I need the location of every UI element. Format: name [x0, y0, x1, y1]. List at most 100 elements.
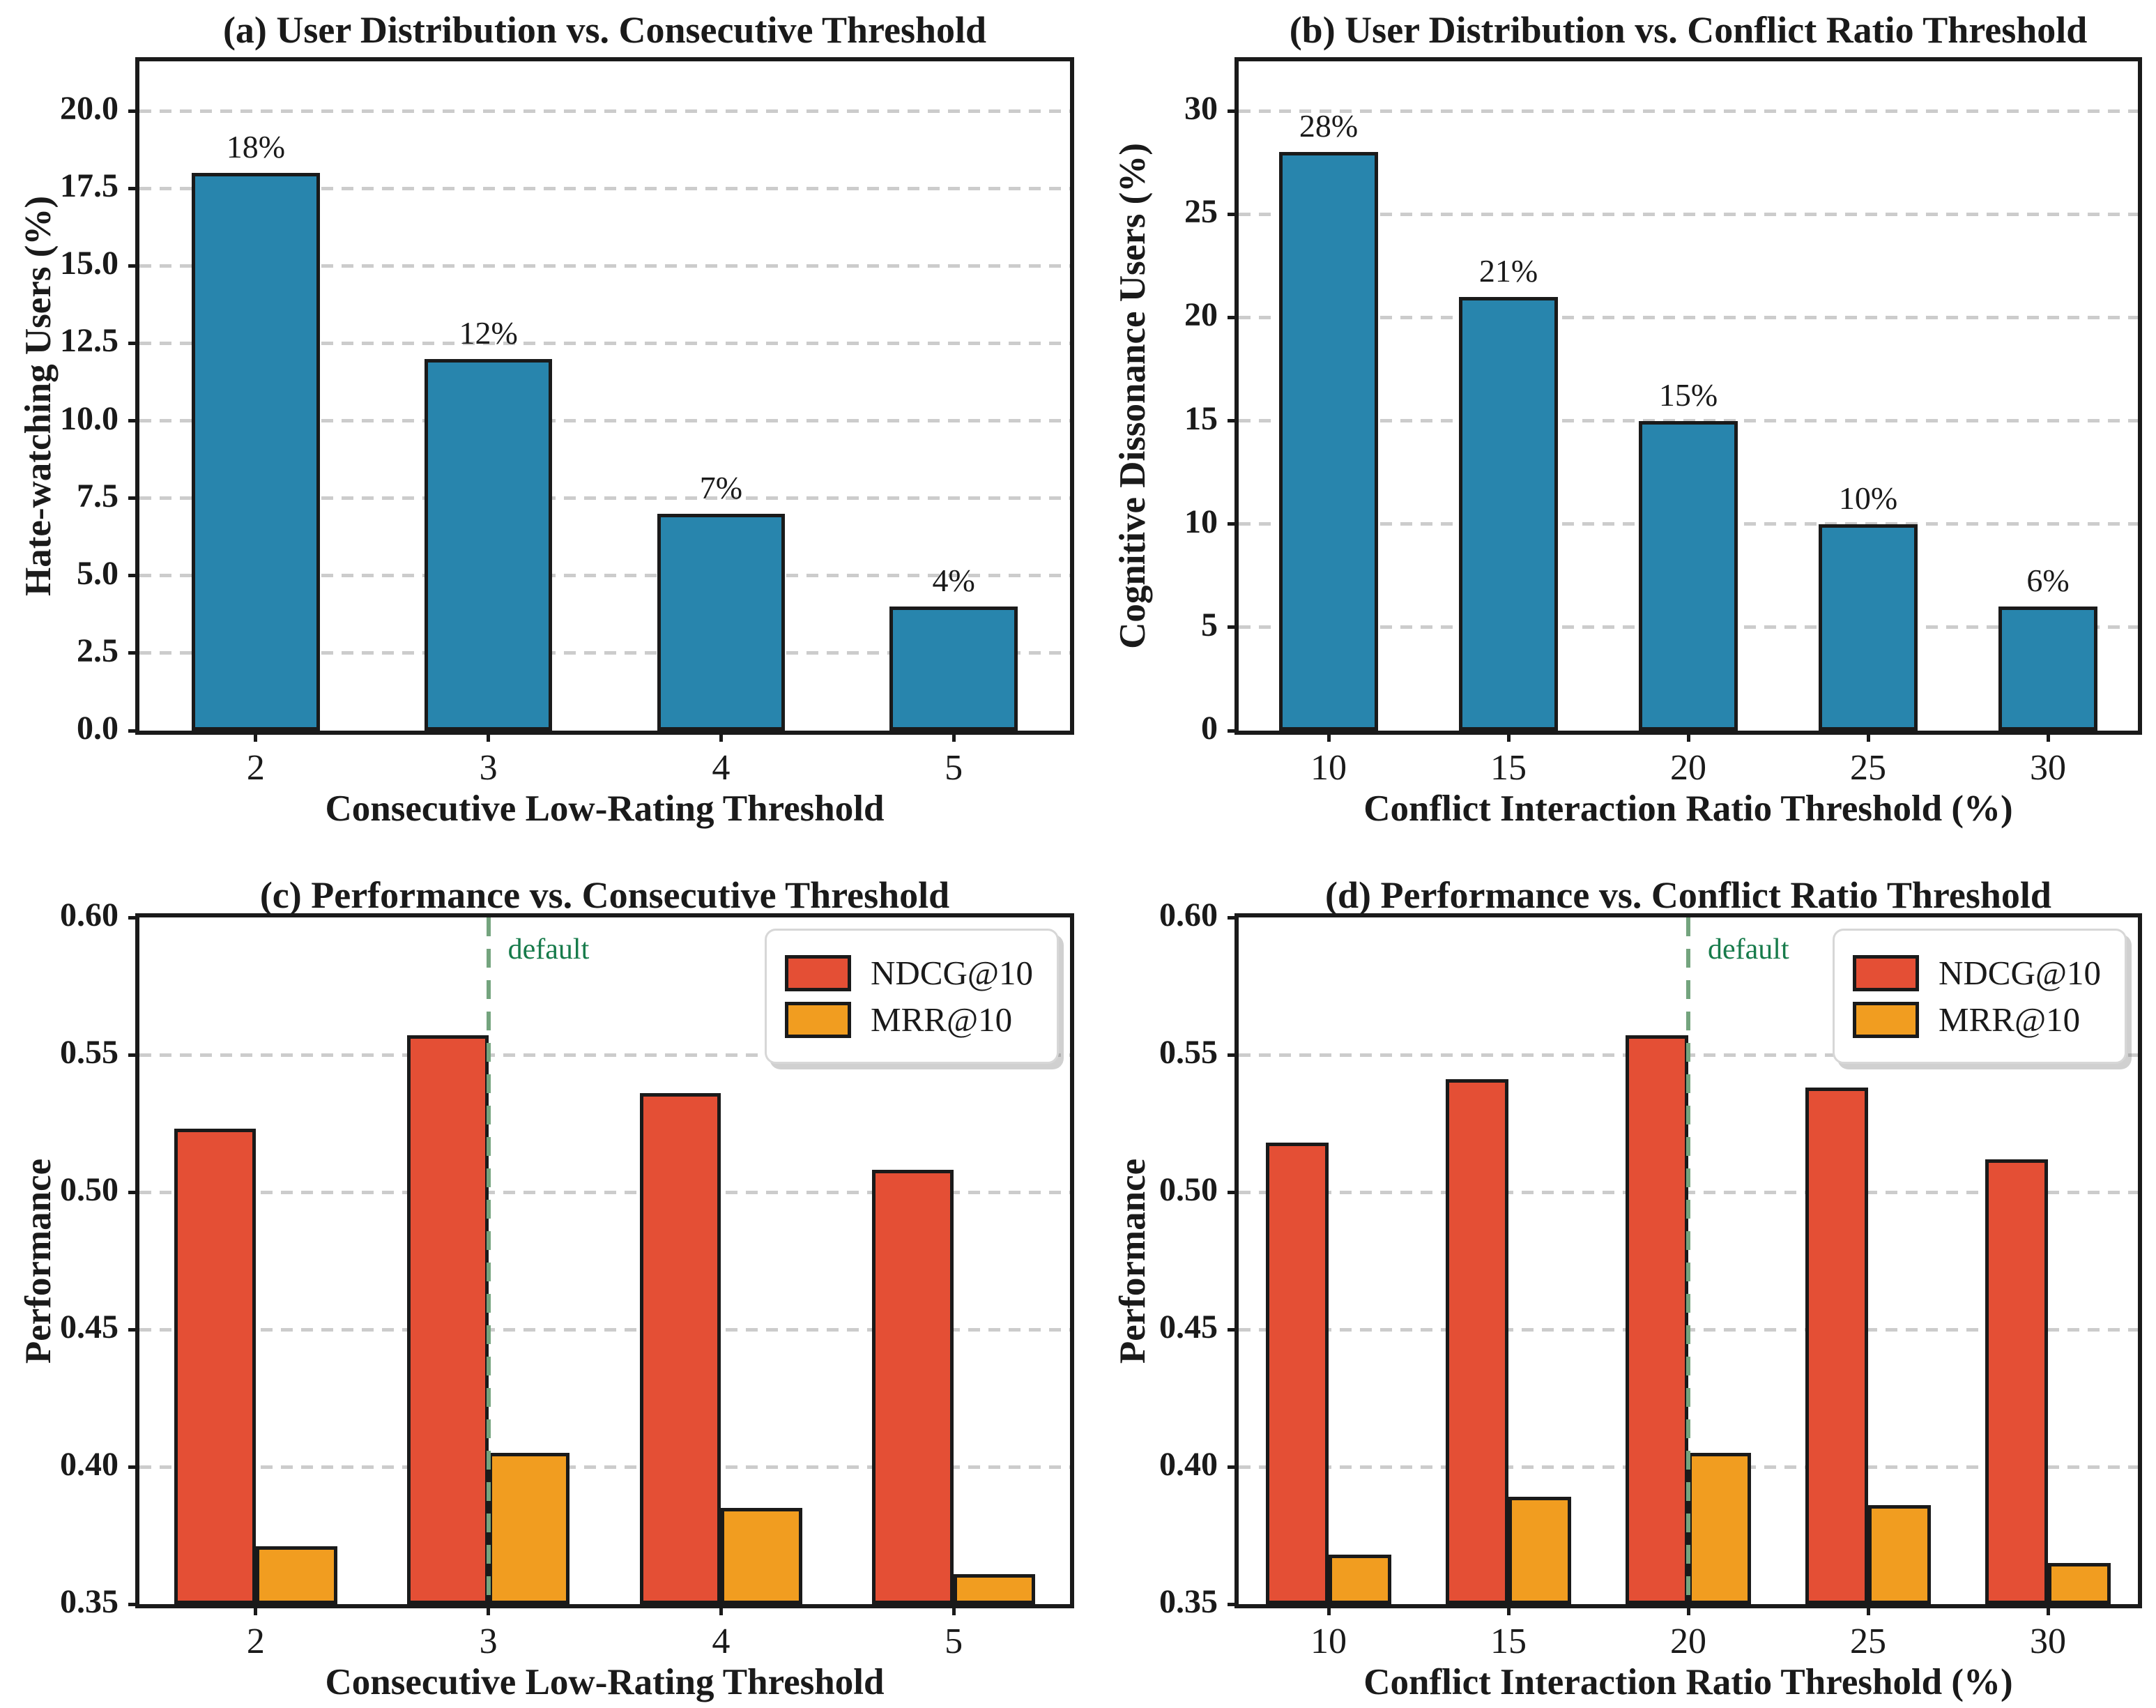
- legend-row: MRR@10: [1853, 1000, 2101, 1039]
- default-line-label: default: [507, 933, 590, 966]
- y-tick-mark: [128, 109, 139, 113]
- x-tick-mark: [1866, 1604, 1870, 1615]
- x-tick-mark: [1866, 731, 1870, 742]
- y-tick-mark: [1228, 1465, 1239, 1469]
- x-tick-label: 20: [1670, 748, 1706, 788]
- y-tick-label: 0.40: [60, 1446, 118, 1483]
- panel-c-title: (c) Performance vs. Consecutive Threshol…: [259, 874, 950, 916]
- y-tick-mark: [1228, 1190, 1239, 1194]
- bar-2: [192, 173, 320, 731]
- y-tick-mark: [128, 1327, 139, 1332]
- y-gridline: [139, 496, 1070, 501]
- panel-a-x-axis-label: Consecutive Low-Rating Threshold: [325, 788, 885, 829]
- y-gridline: [139, 1327, 1070, 1332]
- y-tick-label: 0.45: [1159, 1309, 1218, 1345]
- bar-NDCG@10-4: [639, 1093, 721, 1604]
- panel-a-plot-area: [139, 61, 1070, 731]
- x-tick-label: 10: [1310, 1622, 1347, 1661]
- y-tick-mark: [1228, 522, 1239, 526]
- legend-row: NDCG@10: [1853, 953, 2101, 993]
- bar-30: [1998, 607, 2097, 731]
- axes-frame: [135, 913, 1074, 1608]
- bar-MRR@10-25: [1868, 1505, 1932, 1604]
- y-tick-mark: [128, 496, 139, 501]
- y-gridline: [139, 1053, 1070, 1057]
- y-tick-label: 0: [1201, 710, 1218, 747]
- y-tick-mark: [128, 729, 139, 733]
- panel-a-user-dist-consecutive: (a) User Distribution vs. Consecutive Th…: [0, 0, 1078, 854]
- y-tick-label: 0.50: [1159, 1171, 1218, 1208]
- y-tick-label: 15: [1184, 399, 1218, 437]
- panel-c-x-axis-label: Consecutive Low-Rating Threshold: [325, 1662, 885, 1702]
- legend-label-MRR@10: MRR@10: [1939, 1000, 2081, 1039]
- x-tick-label: 15: [1490, 1622, 1527, 1661]
- y-tick-label: 0.40: [1159, 1446, 1218, 1483]
- bar-value-label: 28%: [1299, 108, 1359, 144]
- y-tick-label: 30: [1184, 90, 1218, 128]
- panel-c-performance-consecutive: (c) Performance vs. Consecutive Threshol…: [0, 854, 1078, 1708]
- y-tick-label: 15.0: [60, 245, 118, 282]
- x-tick-mark: [719, 1604, 723, 1615]
- x-tick-label: 4: [712, 748, 731, 788]
- y-tick-label: 20.0: [60, 90, 118, 128]
- y-tick-label: 20: [1184, 296, 1218, 334]
- panel-b-plot-area: [1239, 61, 2138, 731]
- y-tick-label: 0.35: [1159, 1583, 1218, 1620]
- x-tick-mark: [1327, 731, 1331, 742]
- y-gridline: [1239, 315, 2138, 319]
- bar-3: [424, 358, 553, 731]
- default-threshold-line: [486, 917, 491, 1604]
- panel-b-user-dist-conflict: (b) User Distribution vs. Conflict Ratio…: [1078, 0, 2156, 854]
- bar-NDCG@10-25: [1805, 1088, 1868, 1604]
- y-tick-mark: [128, 651, 139, 655]
- panel-d-performance-conflict: (d) Performance vs. Conflict Ratio Thres…: [1078, 854, 2156, 1708]
- x-tick-mark: [951, 1604, 956, 1615]
- legend-label-NDCG@10: NDCG@10: [871, 954, 1033, 992]
- bar-20: [1639, 420, 1738, 731]
- y-tick-mark: [1228, 109, 1239, 113]
- x-tick-mark: [487, 1604, 491, 1615]
- x-tick-label: 4: [712, 1622, 731, 1661]
- x-tick-mark: [1506, 1604, 1511, 1615]
- legend-swatch-NDCG@10: [1853, 954, 1920, 991]
- bar-value-label: 7%: [699, 469, 743, 505]
- x-tick-label: 10: [1310, 748, 1347, 788]
- bar-MRR@10-10: [1329, 1555, 1392, 1604]
- bar-MRR@10-2: [255, 1546, 337, 1604]
- x-tick-mark: [951, 731, 956, 742]
- bar-MRR@10-4: [721, 1508, 803, 1604]
- x-tick-mark: [254, 1604, 258, 1615]
- y-tick-mark: [128, 1602, 139, 1606]
- y-tick-mark: [1228, 729, 1239, 733]
- y-gridline: [139, 419, 1070, 423]
- y-tick-mark: [128, 915, 139, 920]
- y-tick-label: 25: [1184, 193, 1218, 231]
- y-tick-mark: [1228, 212, 1239, 216]
- bar-value-label: 6%: [2026, 563, 2070, 599]
- y-tick-label: 17.5: [60, 167, 118, 205]
- y-gridline: [1239, 109, 2138, 113]
- bar-NDCG@10-5: [872, 1170, 954, 1604]
- y-gridline: [139, 341, 1070, 345]
- y-gridline: [139, 1465, 1070, 1469]
- panel-d-x-axis-label: Conflict Interaction Ratio Threshold (%): [1363, 1662, 2013, 1702]
- x-tick-label: 20: [1670, 1622, 1706, 1661]
- legend-label-MRR@10: MRR@10: [871, 1000, 1013, 1039]
- y-tick-label: 7.5: [77, 477, 118, 514]
- bar-value-label: 21%: [1478, 252, 1538, 289]
- y-tick-label: 0.60: [1159, 897, 1218, 933]
- x-tick-mark: [2046, 731, 2050, 742]
- axes-frame: [1234, 913, 2142, 1608]
- legend-swatch-MRR@10: [785, 1001, 852, 1038]
- y-tick-label: 0.35: [60, 1583, 118, 1620]
- bar-25: [1819, 524, 1918, 731]
- y-tick-mark: [1228, 315, 1239, 319]
- y-gridline: [139, 1190, 1070, 1194]
- y-tick-label: 5: [1201, 606, 1218, 643]
- x-tick-mark: [487, 731, 491, 742]
- panel-a-title: (a) User Distribution vs. Consecutive Th…: [222, 9, 987, 51]
- bar-value-label: 10%: [1838, 480, 1898, 516]
- y-tick-label: 10: [1184, 503, 1218, 540]
- y-tick-mark: [128, 574, 139, 578]
- bar-value-label: 12%: [459, 314, 518, 351]
